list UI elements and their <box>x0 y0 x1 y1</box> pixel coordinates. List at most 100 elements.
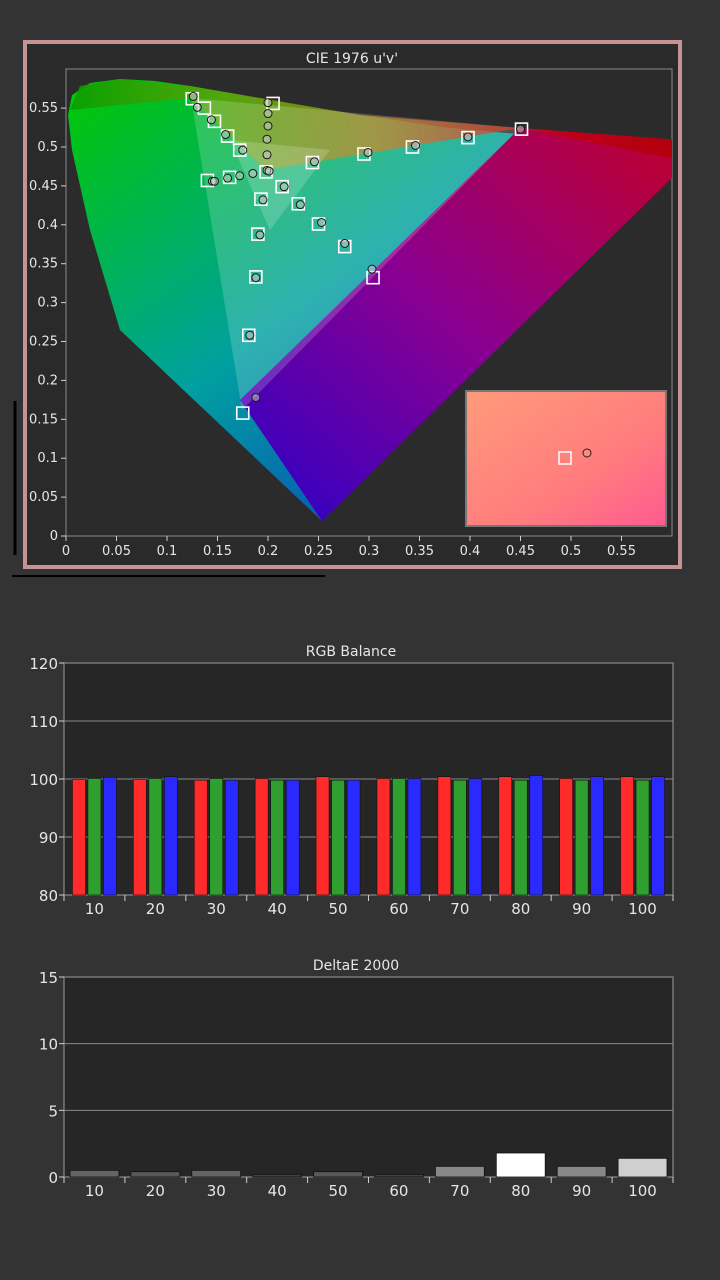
cie-y-tick-label: 0.2 <box>37 373 58 388</box>
rgb-bar-green <box>331 779 345 896</box>
de-x-tick-label: 100 <box>628 1182 657 1200</box>
rgb-bar-red <box>620 776 634 896</box>
de-title: DeltaE 2000 <box>313 958 399 974</box>
cie-measured-point <box>263 109 273 119</box>
cie-y-tick-label: 0.25 <box>29 335 58 350</box>
de-x-tick-label: 30 <box>207 1182 226 1200</box>
de-bar <box>374 1173 424 1178</box>
top-region <box>70 79 672 170</box>
rgb-bar-green <box>574 779 589 896</box>
cie-measured-point <box>516 124 525 134</box>
cie-measured-point <box>206 115 216 125</box>
rgb-bar-red <box>254 778 269 896</box>
cie-x-tick-label: 0.15 <box>203 544 232 559</box>
rgb-x-tick-label: 60 <box>389 900 408 918</box>
de-bar <box>69 1169 120 1178</box>
rgb-bar-red <box>193 779 208 896</box>
cie-target-marker <box>235 406 250 420</box>
cie-x-tick-label: 0.3 <box>359 544 380 559</box>
cie-measured-point <box>463 132 473 142</box>
cie-x-tick-label: 0.5 <box>561 544 582 559</box>
rgb-x-tick-label: 20 <box>146 900 165 918</box>
rgb-title: RGB Balance <box>306 644 396 660</box>
rgb-bar-blue <box>590 776 604 896</box>
cie-points <box>185 91 529 420</box>
cie-measured-point <box>251 393 261 403</box>
cie-x-tick-label: 0.1 <box>157 544 178 559</box>
de-x-tick-label: 70 <box>450 1182 469 1200</box>
rgb-bar-green <box>513 779 528 896</box>
rgb-bar-blue <box>651 776 665 896</box>
cie-measured-point <box>192 102 202 112</box>
de-bar <box>130 1171 181 1178</box>
de-y-tick-label: 10 <box>39 1036 58 1054</box>
cie-measured-point <box>309 157 319 167</box>
rgb-bar-red <box>437 776 452 896</box>
rgb-bar-red <box>559 778 573 896</box>
cie-y-tick-label: 0.55 <box>29 101 58 116</box>
cie-y-tick-label: 0.3 <box>37 296 58 311</box>
cie-measured-point <box>209 176 219 186</box>
cie-title: CIE 1976 u'v' <box>306 51 398 67</box>
de-bar <box>252 1173 302 1178</box>
de-y-tick-label: 15 <box>39 969 58 987</box>
cie-x-tick-label: 0.25 <box>304 544 333 559</box>
cie-y-tick-label: 0.1 <box>37 451 58 466</box>
inset-target-marker <box>558 451 572 465</box>
cie-target-marker <box>514 122 529 136</box>
cie-x-tick-label: 0.55 <box>607 544 636 559</box>
rgb-bar-blue <box>529 775 544 896</box>
de-bar <box>617 1157 668 1178</box>
cie-measured-point <box>248 168 258 178</box>
cie-measured-point <box>264 166 274 176</box>
cie-target-marker <box>461 130 475 145</box>
de-x-tick-label: 80 <box>511 1182 530 1200</box>
rgb-x-tick-label: 80 <box>511 900 530 918</box>
rgb-bar-red <box>498 776 513 896</box>
rgb-y-tick-label: 80 <box>39 887 58 905</box>
de-y-tick-label: 5 <box>48 1102 58 1120</box>
cie-measured-point <box>340 238 350 248</box>
rgb-y-tick-label: 100 <box>29 771 58 789</box>
rgb-bars <box>72 775 665 896</box>
rgb-bar-green <box>148 778 163 896</box>
cie-measured-point <box>223 173 233 183</box>
rgb-x-tick-label: 30 <box>207 900 226 918</box>
rgb-bar-blue <box>346 779 361 896</box>
cie-measured-point <box>295 200 305 210</box>
de-bar <box>434 1165 485 1178</box>
rgb-x-tick-label: 70 <box>450 900 469 918</box>
cie-inset <box>465 390 667 527</box>
rgb-y-tick-label: 90 <box>39 829 58 847</box>
rgb-bar-blue <box>103 776 117 896</box>
cie-measured-point <box>251 273 261 283</box>
de-bar <box>556 1165 607 1178</box>
cie-measured-point <box>262 134 272 144</box>
rgb-bar-green <box>635 779 650 896</box>
cie-x-tick-label: 0.05 <box>102 544 131 559</box>
cie-measured-point <box>410 140 420 150</box>
red-region <box>240 128 672 521</box>
cie-y-tick-label: 0.5 <box>37 140 58 155</box>
inset-measured-marker <box>582 448 592 458</box>
rgb-bar-green <box>392 778 406 896</box>
cie-measured-point <box>317 217 327 227</box>
rgb-bar-red <box>72 779 86 896</box>
cie-measured-point <box>263 121 273 131</box>
rgb-bar-green <box>453 779 467 896</box>
cie-y-tick-label: 0.45 <box>29 179 58 194</box>
rgb-y-tick-label: 120 <box>29 655 58 673</box>
cie-y-tick-label: 0.15 <box>29 412 58 427</box>
gamut-triangle <box>191 98 520 410</box>
cie-measured-point <box>258 195 268 205</box>
rgb-bar-red <box>315 776 330 896</box>
rgb-x-tick-label: 10 <box>85 900 104 918</box>
cie-locus-group <box>68 79 672 521</box>
cie-target-marker <box>242 328 256 343</box>
cie-measured-point <box>245 330 255 340</box>
cie-x-tick-label: 0.2 <box>258 544 279 559</box>
cie-y-tick-label: 0 <box>50 529 58 544</box>
cie-measured-point <box>263 98 273 108</box>
rgb-y-tick-label: 110 <box>29 713 58 731</box>
